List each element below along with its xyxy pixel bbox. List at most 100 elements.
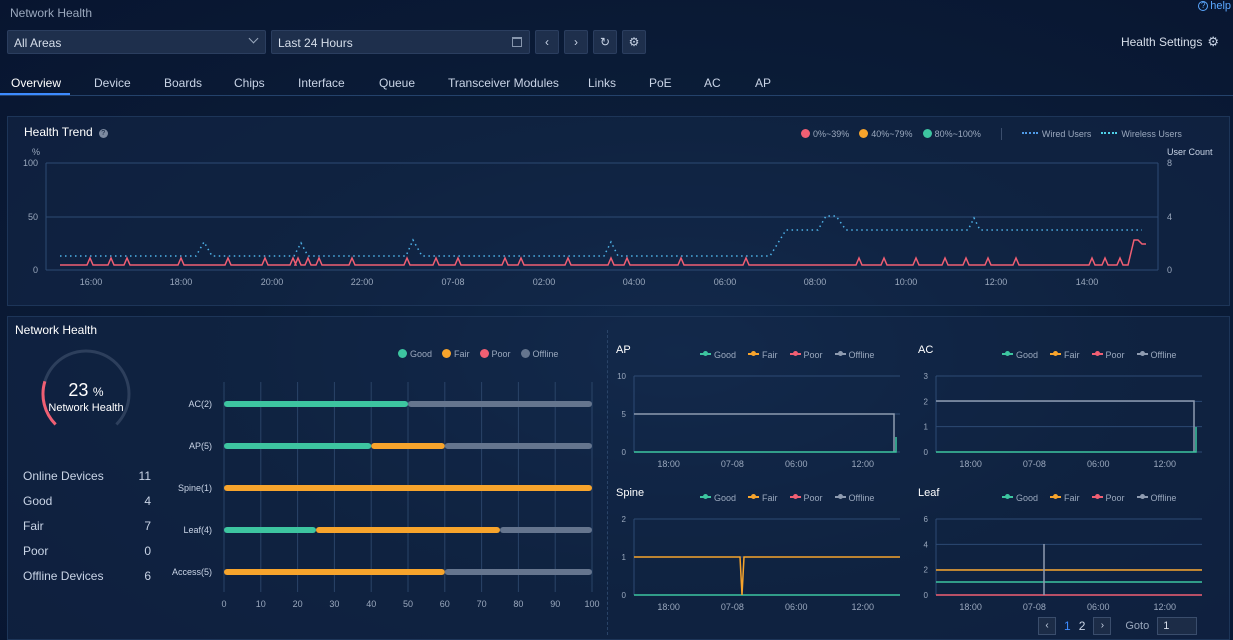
legend-item-good[interactable]: Good: [700, 350, 736, 360]
legend-item-fair[interactable]: Fair: [1050, 350, 1080, 360]
legend-label: Fair: [762, 493, 778, 503]
tab-poe[interactable]: PoE: [649, 76, 672, 90]
stat-label: Poor: [23, 544, 49, 558]
x-tick-label: 12:00: [851, 459, 874, 469]
tab-transceiver-modules[interactable]: Transceiver Modules: [448, 76, 559, 90]
legend-item-good[interactable]: Good: [1002, 350, 1038, 360]
area-select[interactable]: All Areas: [7, 30, 266, 54]
legend-item-fair[interactable]: Fair: [748, 350, 778, 360]
legend-item-poor[interactable]: Poor: [789, 493, 823, 503]
red-dot-icon: [801, 129, 810, 138]
legend-line-icon: [1136, 494, 1148, 499]
tab-links[interactable]: Links: [588, 76, 617, 90]
legend-item-poor[interactable]: Poor: [479, 349, 511, 359]
x-tick-label: 04:00: [623, 277, 646, 287]
legend-item-wireless-users[interactable]: Wireless Users: [1101, 129, 1182, 139]
health-settings-button[interactable]: Health Settings ⚙: [1121, 34, 1219, 50]
refresh-button[interactable]: ↻: [593, 30, 617, 54]
tab-queue[interactable]: Queue: [379, 76, 416, 90]
legend-item-offline[interactable]: Offline: [834, 350, 874, 360]
health-trend-legend: 0%~39% 40%~79% 80%~100% Wired Users Wire…: [801, 128, 1182, 140]
goto-label: Goto: [1125, 620, 1150, 632]
page-1[interactable]: 1: [1064, 619, 1071, 633]
next-page-button[interactable]: ›: [1093, 617, 1112, 635]
category-label: AC(2): [188, 399, 212, 409]
info-icon[interactable]: ?: [98, 129, 108, 138]
stat-label: Fair: [23, 519, 44, 533]
legend-item-good[interactable]: Good: [700, 493, 736, 503]
x-tick-label: 22:00: [351, 277, 374, 287]
legend-divider: [1000, 128, 1002, 140]
chevron-left-icon: ‹: [1045, 620, 1049, 631]
tab-device[interactable]: Device: [94, 76, 131, 90]
legend-label: Poor: [491, 349, 511, 359]
prev-period-button[interactable]: ‹: [535, 30, 559, 54]
y-tick-label: 4: [924, 540, 929, 549]
legend-item-poor[interactable]: Poor: [789, 350, 823, 360]
tab-overview[interactable]: Overview: [11, 76, 62, 90]
y-tick-label: 2: [924, 397, 929, 406]
legend-label: Good: [714, 493, 737, 503]
legend-label: Offline: [1150, 350, 1177, 360]
y-tick-label: 5: [622, 410, 627, 419]
toolbar-settings-button[interactable]: ⚙: [622, 30, 646, 54]
tab-boards[interactable]: Boards: [164, 76, 203, 90]
category-label: Access(5): [172, 567, 212, 577]
x-tick-label: 60: [440, 599, 450, 609]
legend-item-fair[interactable]: Fair: [442, 349, 470, 359]
legend-item-good[interactable]: Good: [398, 349, 432, 359]
legend-label: Fair: [762, 350, 778, 360]
x-tick-label: 06:00: [785, 459, 808, 469]
stat-value: 11: [138, 469, 151, 483]
tab-ac[interactable]: AC: [704, 76, 721, 90]
time-range-picker[interactable]: Last 24 Hours: [271, 30, 530, 54]
legend-item-fair[interactable]: Fair: [1050, 493, 1080, 503]
help-link[interactable]: ? help: [1198, 0, 1231, 12]
next-period-button[interactable]: ›: [564, 30, 588, 54]
legend-item-offline[interactable]: Offline: [1136, 350, 1177, 360]
legend-line-icon: [834, 494, 846, 499]
x-tick-label: 20: [293, 599, 303, 609]
help-label: help: [1210, 0, 1231, 12]
legend-item-wired-users[interactable]: Wired Users: [1021, 129, 1091, 139]
y-right-tick: 4: [1167, 212, 1172, 222]
fair-series: [634, 556, 900, 596]
legend-label: Good: [410, 349, 433, 359]
mini-legend-ap: Good Fair Poor Offline: [700, 350, 874, 360]
stat-label: Good: [23, 494, 53, 508]
x-tick-label: 06:00: [1087, 459, 1110, 469]
area-select-value: All Areas: [14, 36, 62, 50]
green-dot-icon: [398, 349, 407, 358]
y-left-tick: 50: [28, 212, 38, 222]
green-dot-icon: [922, 129, 932, 138]
y-tick-label: 6: [924, 515, 929, 524]
legend-item-fair-range[interactable]: 40%~79%: [859, 129, 913, 139]
stat-value: 7: [144, 519, 151, 533]
legend-item-offline[interactable]: Offline: [834, 493, 874, 503]
legend-item-good-range[interactable]: 80%~100%: [922, 129, 981, 139]
legend-item-poor[interactable]: Poor: [1091, 493, 1125, 503]
legend-item-offline[interactable]: Offline: [1136, 493, 1176, 503]
goto-page-input[interactable]: 1: [1157, 617, 1198, 635]
mini-chart-title-leaf: Leaf: [918, 487, 940, 499]
network-health-legend: Good Fair Poor Offline: [398, 349, 558, 359]
category-label: Spine(1): [178, 483, 212, 493]
stat-label: Online Devices: [23, 469, 104, 483]
x-tick-label: 90: [550, 599, 560, 609]
tab-ap[interactable]: AP: [755, 76, 772, 90]
prev-page-button[interactable]: ‹: [1038, 617, 1056, 635]
page-2[interactable]: 2: [1078, 619, 1086, 633]
mini-legend-leaf: Good Fair Poor Offline: [1002, 493, 1176, 503]
x-tick-label: 07-08: [1023, 602, 1046, 612]
legend-item-good[interactable]: Good: [1002, 493, 1038, 503]
tab-interface[interactable]: Interface: [298, 76, 345, 90]
dotted-line-icon: [1021, 132, 1038, 134]
x-tick-label: 12:00: [985, 277, 1008, 287]
mini-chart-title-ap: AP: [616, 344, 631, 356]
x-tick-label: 08:00: [804, 277, 827, 287]
legend-item-poor-range[interactable]: 0%~39%: [801, 129, 849, 139]
legend-item-poor[interactable]: Poor: [1091, 350, 1125, 360]
legend-item-offline[interactable]: Offline: [520, 349, 558, 359]
legend-item-fair[interactable]: Fair: [748, 493, 778, 503]
tab-chips[interactable]: Chips: [234, 76, 265, 90]
